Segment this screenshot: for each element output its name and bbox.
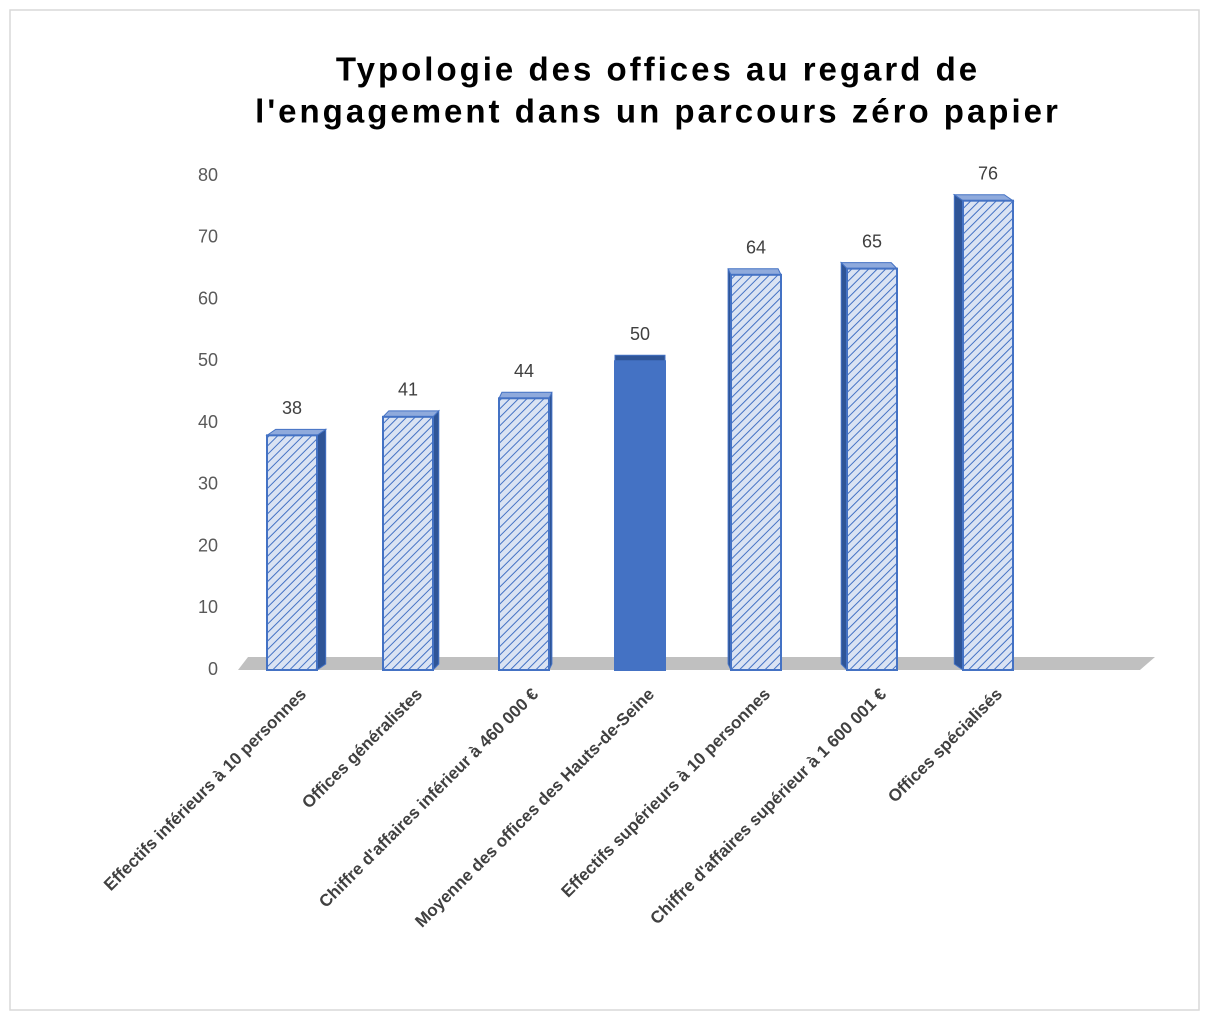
y-tick-label: 70: [198, 227, 218, 247]
x-tick-label: Offices spécialisés: [884, 685, 1006, 807]
bar: [266, 434, 318, 671]
bar-side: [316, 428, 327, 671]
x-tick-label: Effectifs supérieurs à 10 personnes: [557, 685, 774, 902]
bar: [614, 360, 666, 671]
data-label: 44: [514, 361, 534, 381]
chart-title: Typologie des offices au regard de: [336, 51, 980, 88]
data-label: 64: [746, 238, 766, 258]
bar: [962, 199, 1014, 671]
data-label: 50: [630, 324, 650, 344]
x-tick-label: Moyenne des offices des Hauts-de-Seine: [411, 685, 658, 932]
floor: [238, 657, 1155, 670]
y-tick-label: 50: [198, 350, 218, 370]
bar: [730, 273, 782, 671]
bar: [382, 415, 434, 672]
y-tick-label: 20: [198, 535, 218, 555]
data-label: 41: [398, 380, 418, 400]
y-tick-label: 10: [198, 597, 218, 617]
bar: [846, 267, 898, 671]
x-tick-label: Effectifs inférieurs à 10 personnes: [100, 685, 310, 895]
x-tick-label: Offices généralistes: [298, 685, 426, 813]
y-tick-label: 40: [198, 412, 218, 432]
data-label: 65: [862, 231, 882, 251]
data-label: 38: [282, 398, 302, 418]
x-tick-label: Chiffre d'affaires supérieur à 1 600 001…: [647, 684, 891, 928]
chart-frame: [9, 9, 1200, 1011]
y-tick-label: 60: [198, 288, 218, 308]
y-tick-label: 80: [198, 165, 218, 185]
data-label: 76: [978, 163, 998, 183]
y-tick-label: 30: [198, 474, 218, 494]
x-tick-label: Chiffre d'affaires inférieur à 460 000 €: [315, 684, 542, 911]
chart-title: l'engagement dans un parcours zéro papie…: [255, 93, 1061, 130]
bar: [498, 397, 550, 671]
y-tick-label: 0: [208, 659, 218, 679]
bar-side: [953, 193, 964, 671]
